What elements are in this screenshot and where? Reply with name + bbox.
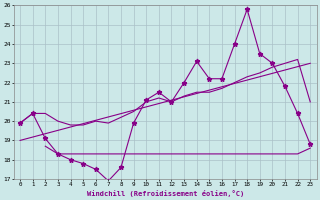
X-axis label: Windchill (Refroidissement éolien,°C): Windchill (Refroidissement éolien,°C) (86, 190, 244, 197)
